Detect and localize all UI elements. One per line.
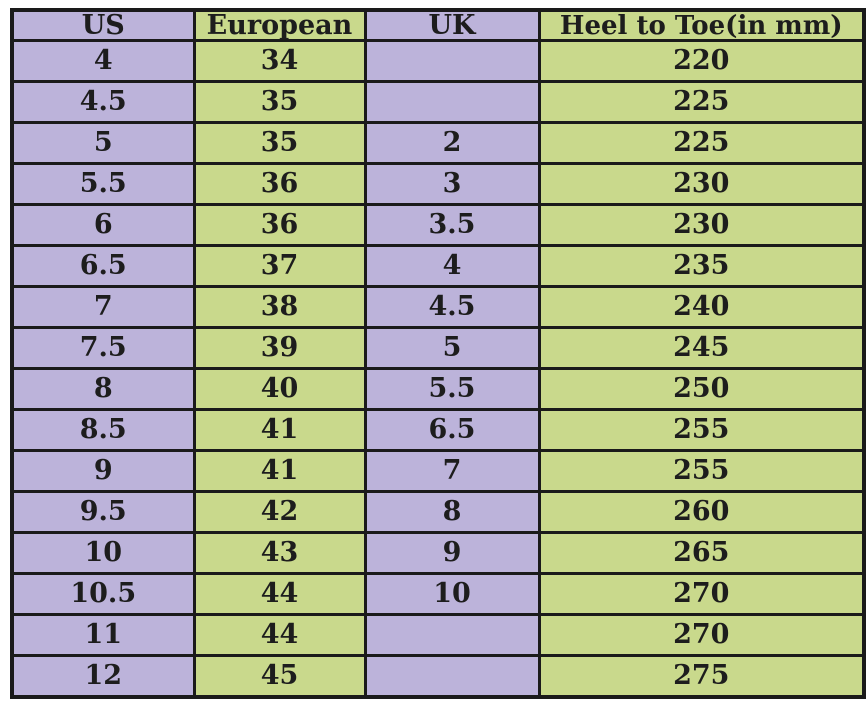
table-row: 6 36 3.5 230 [10, 202, 866, 247]
table-cell: 255 [537, 407, 866, 452]
table-cell: 4.5 [10, 79, 196, 124]
table-cell: 35 [192, 79, 367, 124]
table-cell: 36 [192, 202, 367, 247]
table-row: 8.5 41 6.5 255 [10, 407, 866, 452]
table-cell: 245 [537, 325, 866, 370]
table-cell: 3 [363, 161, 541, 206]
table-cell: 6.5 [10, 243, 196, 288]
table-cell: 230 [537, 202, 866, 247]
table-row: 5 35 2 225 [10, 120, 866, 165]
table-cell: 11 [10, 612, 196, 657]
table-cell: 8.5 [10, 407, 196, 452]
table-cell: 41 [192, 407, 367, 452]
table-cell: 41 [192, 448, 367, 493]
table-cell: 6.5 [363, 407, 541, 452]
table-row: 8 40 5.5 250 [10, 366, 866, 411]
table-row: 9 41 7 255 [10, 448, 866, 493]
table-cell: 265 [537, 530, 866, 575]
table-row: 12 45 275 [10, 653, 866, 699]
table-cell: 45 [192, 653, 367, 699]
table-cell: 4 [10, 39, 196, 83]
table-cell: 43 [192, 530, 367, 575]
table-cell: 260 [537, 489, 866, 534]
table-cell: 10.5 [10, 571, 196, 616]
table-cell: 275 [537, 653, 866, 699]
table-cell: 8 [10, 366, 196, 411]
table-cell: 240 [537, 284, 866, 329]
table-cell: 12 [10, 653, 196, 699]
table-cell: 250 [537, 366, 866, 411]
table-cell: 40 [192, 366, 367, 411]
table-cell: 270 [537, 571, 866, 616]
table-cell: 7 [10, 284, 196, 329]
header-row: US European UK Heel to Toe(in mm) [10, 8, 866, 42]
table-cell [363, 612, 541, 657]
table-cell [363, 79, 541, 124]
table-row: 7.5 39 5 245 [10, 325, 866, 370]
table-row: 4 34 220 [10, 39, 866, 83]
table-cell: 5.5 [10, 161, 196, 206]
table-cell: 34 [192, 39, 367, 83]
table-row: 6.5 37 4 235 [10, 243, 866, 288]
table-cell: 225 [537, 79, 866, 124]
header-european: European [192, 8, 367, 42]
table-cell: 8 [363, 489, 541, 534]
table-cell [363, 653, 541, 699]
table-cell: 38 [192, 284, 367, 329]
table-row: 10.5 44 10 270 [10, 571, 866, 616]
table-cell: 9.5 [10, 489, 196, 534]
table-cell: 7.5 [10, 325, 196, 370]
header-uk: UK [363, 8, 541, 42]
table-cell: 9 [10, 448, 196, 493]
table-cell: 39 [192, 325, 367, 370]
table-cell: 4.5 [363, 284, 541, 329]
table-cell: 6 [10, 202, 196, 247]
table-cell: 5 [363, 325, 541, 370]
table-cell: 255 [537, 448, 866, 493]
table-cell: 230 [537, 161, 866, 206]
table-cell: 9 [363, 530, 541, 575]
header-us: US [10, 8, 196, 42]
table-row: 9.5 42 8 260 [10, 489, 866, 534]
shoe-size-conversion-table: US European UK Heel to Toe(in mm) 4 34 220… [10, 8, 866, 699]
table-cell: 42 [192, 489, 367, 534]
table-row: 10 43 9 265 [10, 530, 866, 575]
header-heel-to-toe: Heel to Toe(in mm) [537, 8, 866, 42]
table-cell: 2 [363, 120, 541, 165]
table-row: 5.5 36 3 230 [10, 161, 866, 206]
table-cell: 44 [192, 612, 367, 657]
table-cell: 270 [537, 612, 866, 657]
table-cell [363, 39, 541, 83]
table-cell: 37 [192, 243, 367, 288]
table-cell: 10 [363, 571, 541, 616]
table-cell: 44 [192, 571, 367, 616]
table-cell: 3.5 [363, 202, 541, 247]
table-body: 4 34 220 4.5 35 225 5 35 2 225 5.5 36 3 230 6 36 3.5 230 6… [10, 39, 866, 699]
table-cell: 225 [537, 120, 866, 165]
table-cell: 5 [10, 120, 196, 165]
table-cell: 7 [363, 448, 541, 493]
table-row: 11 44 270 [10, 612, 866, 657]
table-cell: 36 [192, 161, 367, 206]
table-cell: 35 [192, 120, 367, 165]
table-cell: 10 [10, 530, 196, 575]
table-cell: 220 [537, 39, 866, 83]
table-cell: 4 [363, 243, 541, 288]
table-cell: 235 [537, 243, 866, 288]
table-cell: 5.5 [363, 366, 541, 411]
table-row: 7 38 4.5 240 [10, 284, 866, 329]
table-row: 4.5 35 225 [10, 79, 866, 124]
